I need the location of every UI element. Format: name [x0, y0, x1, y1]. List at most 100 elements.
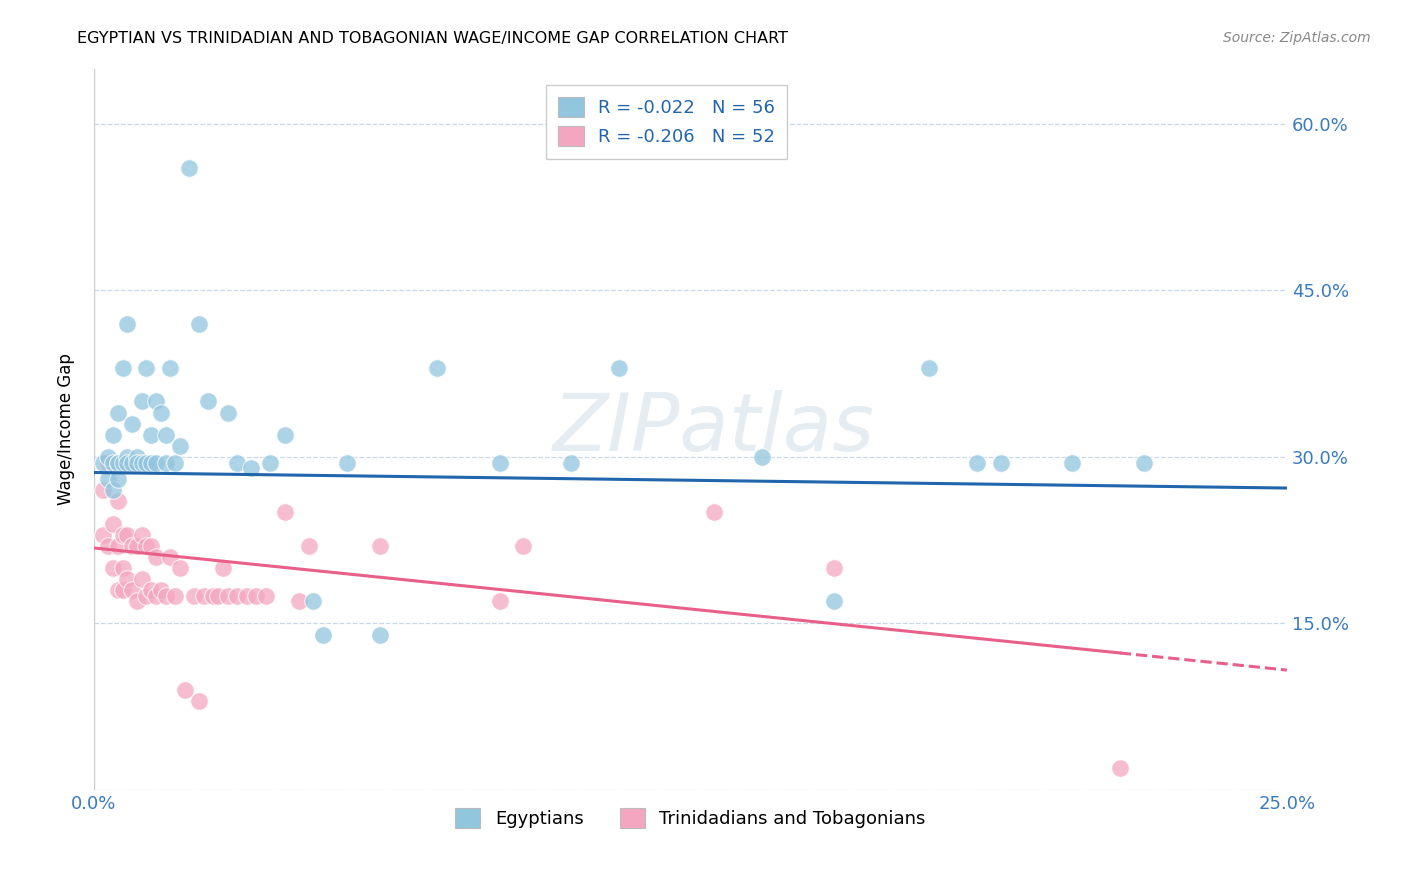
Point — [121, 583, 143, 598]
Point — [111, 561, 134, 575]
Point — [135, 361, 157, 376]
Point — [121, 417, 143, 431]
Point — [97, 450, 120, 464]
Point — [207, 589, 229, 603]
Point — [117, 527, 139, 541]
Point — [107, 539, 129, 553]
Point — [298, 539, 321, 553]
Point — [155, 427, 177, 442]
Point — [823, 594, 845, 608]
Point — [512, 539, 534, 553]
Point — [368, 627, 391, 641]
Point — [560, 456, 582, 470]
Point — [217, 589, 239, 603]
Point — [187, 317, 209, 331]
Point — [111, 361, 134, 376]
Point — [336, 456, 359, 470]
Point — [93, 483, 115, 498]
Point — [488, 594, 510, 608]
Point — [125, 594, 148, 608]
Point — [145, 549, 167, 564]
Point — [149, 583, 172, 598]
Point — [165, 456, 187, 470]
Point — [193, 589, 215, 603]
Point — [117, 456, 139, 470]
Point — [111, 583, 134, 598]
Y-axis label: Wage/Income Gap: Wage/Income Gap — [58, 353, 75, 505]
Point — [101, 483, 124, 498]
Point — [240, 461, 263, 475]
Point — [823, 561, 845, 575]
Point — [125, 539, 148, 553]
Point — [488, 456, 510, 470]
Point — [226, 456, 249, 470]
Text: ZIPatlas: ZIPatlas — [553, 390, 876, 468]
Point — [274, 427, 297, 442]
Point — [131, 394, 153, 409]
Point — [117, 450, 139, 464]
Point — [235, 589, 257, 603]
Point — [141, 456, 163, 470]
Point — [990, 456, 1012, 470]
Point — [254, 589, 277, 603]
Point — [93, 527, 115, 541]
Point — [117, 572, 139, 586]
Point — [226, 589, 249, 603]
Point — [101, 427, 124, 442]
Point — [107, 456, 129, 470]
Point — [107, 583, 129, 598]
Legend: Egyptians, Trinidadians and Tobagonians: Egyptians, Trinidadians and Tobagonians — [449, 801, 934, 835]
Point — [1062, 456, 1084, 470]
Point — [165, 589, 187, 603]
Point — [135, 589, 157, 603]
Point — [274, 506, 297, 520]
Point — [703, 506, 725, 520]
Point — [145, 456, 167, 470]
Point — [97, 539, 120, 553]
Point — [141, 539, 163, 553]
Point — [259, 456, 281, 470]
Point — [97, 472, 120, 486]
Point — [101, 456, 124, 470]
Text: EGYPTIAN VS TRINIDADIAN AND TOBAGONIAN WAGE/INCOME GAP CORRELATION CHART: EGYPTIAN VS TRINIDADIAN AND TOBAGONIAN W… — [77, 31, 789, 46]
Point — [173, 683, 195, 698]
Point — [131, 527, 153, 541]
Point — [101, 561, 124, 575]
Point — [368, 539, 391, 553]
Point — [155, 456, 177, 470]
Point — [141, 583, 163, 598]
Point — [426, 361, 449, 376]
Point — [111, 527, 134, 541]
Point — [101, 516, 124, 531]
Point — [1108, 761, 1130, 775]
Point — [187, 694, 209, 708]
Point — [312, 627, 335, 641]
Point — [751, 450, 773, 464]
Point — [202, 589, 225, 603]
Point — [302, 594, 325, 608]
Point — [117, 317, 139, 331]
Point — [169, 561, 191, 575]
Point — [217, 406, 239, 420]
Point — [141, 427, 163, 442]
Point — [211, 561, 233, 575]
Text: Source: ZipAtlas.com: Source: ZipAtlas.com — [1223, 31, 1371, 45]
Point — [183, 589, 205, 603]
Point — [145, 394, 167, 409]
Point — [131, 456, 153, 470]
Point — [918, 361, 941, 376]
Point — [966, 456, 988, 470]
Point — [97, 456, 120, 470]
Point — [155, 589, 177, 603]
Point — [159, 361, 181, 376]
Point — [135, 456, 157, 470]
Point — [131, 572, 153, 586]
Point — [145, 589, 167, 603]
Point — [149, 406, 172, 420]
Point — [125, 450, 148, 464]
Point — [107, 406, 129, 420]
Point — [121, 456, 143, 470]
Point — [135, 539, 157, 553]
Point — [159, 549, 181, 564]
Point — [197, 394, 219, 409]
